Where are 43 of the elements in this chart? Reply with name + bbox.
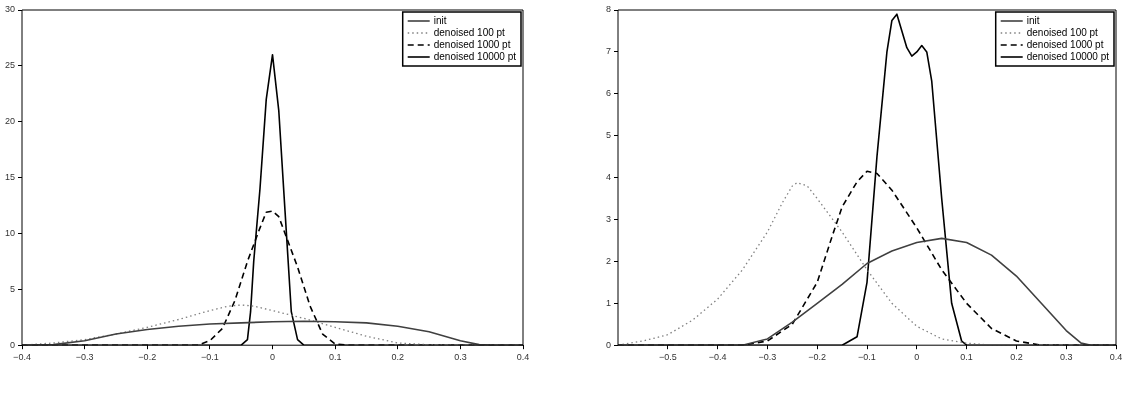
x-tick-label: 0 [914, 352, 920, 363]
x-tick-label: −0.3 [75, 352, 94, 363]
y-tick-label: 8 [605, 4, 612, 15]
x-tick-label: −0.1 [858, 352, 876, 363]
y-tick-label: 1 [605, 297, 612, 308]
y-tick-label: 0 [10, 339, 16, 350]
y-tick-label: 7 [605, 46, 612, 57]
x-tick-label: 0.1 [328, 352, 342, 363]
y-tick-label: 10 [5, 227, 16, 238]
x-tick-label: 0.3 [1059, 352, 1073, 363]
x-tick-label: −0.4 [13, 352, 31, 363]
legend-label: denoised 10000 pt [433, 50, 517, 62]
legend-label: denoised 100 pt [1026, 26, 1099, 38]
x-tick-label: 0.4 [1109, 352, 1123, 363]
y-tick-label: 15 [5, 172, 16, 183]
y-tick-label: 2 [605, 255, 612, 266]
y-tick-label: 6 [605, 88, 612, 99]
y-tick-label: 5 [605, 130, 612, 141]
x-tick-label: 0.2 [391, 352, 405, 363]
x-tick-label: −0.5 [658, 352, 677, 363]
y-tick-label: 3 [605, 213, 612, 224]
x-tick-label: −0.2 [808, 352, 827, 363]
x-tick-label: 0.4 [516, 352, 530, 363]
legend-label: init [433, 14, 447, 26]
legend-label: denoised 1000 pt [433, 38, 511, 50]
y-tick-label: 0 [605, 339, 612, 350]
x-tick-label: −0.2 [138, 352, 157, 363]
legend-label: denoised 100 pt [433, 26, 506, 38]
legend-label: init [1026, 14, 1040, 26]
legend-label: denoised 1000 pt [1026, 38, 1104, 50]
x-tick-label: 0.2 [1010, 352, 1023, 363]
x-tick-label: −0.4 [708, 352, 727, 363]
x-tick-label: 0 [270, 352, 276, 363]
legend-label: denoised 10000 pt [1026, 50, 1110, 62]
x-tick-label: −0.3 [758, 352, 777, 363]
x-tick-label: −0.1 [200, 352, 219, 363]
x-tick-label: 0.3 [454, 352, 467, 363]
x-tick-label: 0.1 [960, 352, 973, 363]
y-tick-label: 25 [5, 60, 16, 71]
y-tick-label: 5 [10, 283, 16, 294]
y-tick-label: 20 [5, 116, 16, 127]
y-tick-label: 30 [5, 4, 16, 15]
y-tick-label: 4 [605, 172, 612, 183]
